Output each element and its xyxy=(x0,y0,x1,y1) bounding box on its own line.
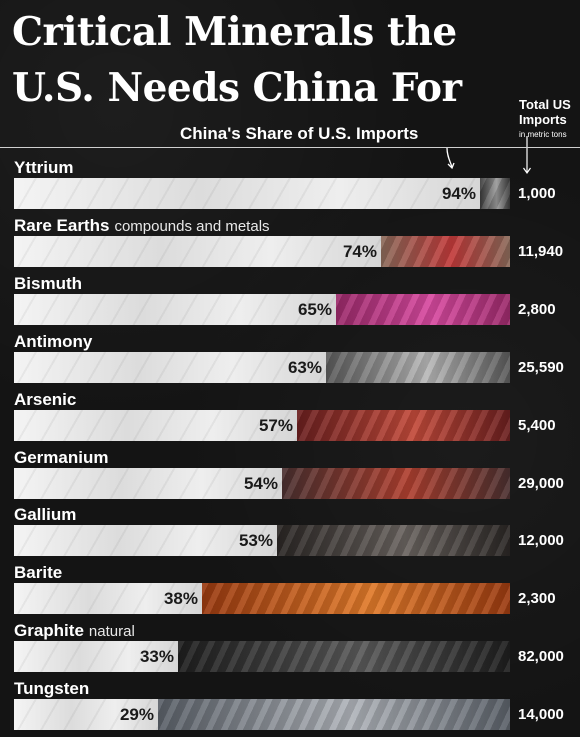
imports-value: 1,000 xyxy=(518,185,556,202)
bar xyxy=(14,178,480,209)
bar xyxy=(14,525,277,557)
bar-track: 33% xyxy=(14,641,510,673)
bar-remainder xyxy=(336,293,510,325)
bar xyxy=(14,409,297,441)
bar xyxy=(14,583,202,615)
chart-row: Yttrium 94% 1,000 xyxy=(0,158,580,216)
bar-track: 74% xyxy=(14,235,510,267)
bar xyxy=(14,641,178,673)
bar-remainder xyxy=(381,235,510,267)
category-name: Bismuth xyxy=(14,273,82,293)
category-name: Rare Earths xyxy=(14,215,110,235)
data-label: 54% xyxy=(243,473,278,493)
imports-value: 82,000 xyxy=(518,648,564,666)
imports-value: 14,000 xyxy=(518,706,564,724)
category-name: Antimony xyxy=(14,331,93,351)
data-label: 74% xyxy=(342,241,377,261)
imports-value: 12,000 xyxy=(518,532,564,550)
imports-arrow-icon xyxy=(523,136,531,175)
data-label: 65% xyxy=(297,299,332,319)
bar-track: 53% xyxy=(14,525,510,557)
chart-row: Germanium 54% 29,000 xyxy=(0,448,580,506)
category-label: Barite xyxy=(14,563,62,583)
category-label: Gallium xyxy=(14,505,76,525)
bar-remainder xyxy=(158,699,510,731)
bar-track: 94% xyxy=(14,178,510,209)
chart-row: Arsenic 57% 5,400 xyxy=(0,390,580,448)
bar-remainder xyxy=(178,641,510,673)
chart-row: Rare Earths compounds and metals 74% 11,940 xyxy=(0,216,580,274)
bar xyxy=(14,351,326,383)
data-label: 53% xyxy=(238,531,273,551)
imports-value: 11,940 xyxy=(518,242,564,260)
category-label: Bismuth xyxy=(14,274,82,294)
bar-remainder xyxy=(202,583,510,615)
category-qualifier: compounds and metals xyxy=(114,217,270,235)
category-label: Arsenic xyxy=(14,390,76,410)
bar-track: 38% xyxy=(14,583,510,615)
category-name: Graphite xyxy=(14,621,84,641)
category-qualifier: natural xyxy=(88,623,135,641)
category-label: Graphite natural xyxy=(14,621,135,642)
bar-remainder xyxy=(297,409,510,441)
bar xyxy=(14,699,158,731)
imports-label-line-1: Total US xyxy=(519,97,571,112)
bar-remainder xyxy=(480,178,510,209)
bar-track: 63% xyxy=(14,351,510,383)
share-column-label: China's Share of U.S. Imports xyxy=(180,124,419,143)
bar xyxy=(14,293,336,325)
bar-remainder xyxy=(282,467,510,499)
imports-value: 2,300 xyxy=(518,590,556,608)
imports-value: 5,400 xyxy=(518,416,556,434)
share-arrow-icon xyxy=(446,148,455,170)
category-name: Gallium xyxy=(14,505,77,525)
bar-track: 65% xyxy=(14,293,510,325)
chart-title: Critical Minerals the U.S. Needs China F… xyxy=(12,4,462,116)
data-label: 38% xyxy=(163,589,198,609)
bar-track: 29% xyxy=(14,699,510,731)
chart-row: Bismuth 65% 2,800 xyxy=(0,274,580,332)
imports-column-label: Total US Imports in metric tons xyxy=(519,97,571,142)
bar-remainder xyxy=(277,525,510,557)
bar-track: 57% xyxy=(14,409,510,441)
category-label: Germanium xyxy=(14,448,108,468)
title-line-2: U.S. Needs China For xyxy=(12,65,462,111)
title-line-1: Critical Minerals the xyxy=(12,9,457,55)
data-label: 63% xyxy=(287,357,322,377)
category-name: Barite xyxy=(14,563,63,583)
category-label: Yttrium xyxy=(14,158,74,178)
imports-value: 25,590 xyxy=(518,358,564,376)
bar xyxy=(14,235,381,267)
bar-remainder xyxy=(326,351,510,383)
imports-value: 29,000 xyxy=(518,474,564,492)
chart-row: Gallium 53% 12,000 xyxy=(0,505,580,563)
data-label: 57% xyxy=(258,415,293,435)
chart-row: Graphite natural 33% 82,000 xyxy=(0,621,580,679)
chart-row: Barite 38% 2,300 xyxy=(0,563,580,621)
category-label: Antimony xyxy=(14,332,92,352)
imports-label-line-2: Imports xyxy=(519,112,567,127)
category-name: Germanium xyxy=(14,447,109,467)
category-name: Arsenic xyxy=(14,389,77,409)
chart-row: Tungsten 29% 14,000 xyxy=(0,679,580,737)
data-label: 29% xyxy=(119,705,154,725)
bar-track: 54% xyxy=(14,467,510,499)
bar xyxy=(14,467,282,499)
imports-value: 2,800 xyxy=(518,300,556,318)
data-label: 33% xyxy=(139,647,174,667)
header-divider xyxy=(0,147,580,148)
category-label: Rare Earths compounds and metals xyxy=(14,216,270,237)
category-name: Yttrium xyxy=(14,158,74,177)
category-label: Tungsten xyxy=(14,679,89,699)
imports-label-unit: in metric tons xyxy=(519,130,567,139)
category-name: Tungsten xyxy=(14,679,90,699)
data-label: 94% xyxy=(441,184,476,203)
chart-row: Antimony 63% 25,590 xyxy=(0,332,580,390)
